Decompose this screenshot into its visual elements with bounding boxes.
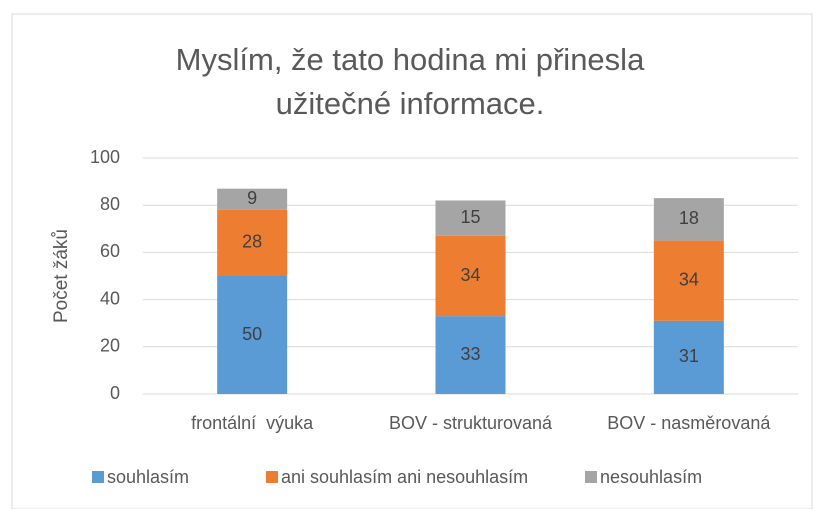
bar-segment: [653, 240, 724, 321]
y-tick-label: 40: [100, 288, 120, 308]
bar-segment: [435, 200, 506, 236]
y-tick-label: 60: [100, 241, 120, 261]
legend-label: nesouhlasím: [600, 467, 702, 487]
data-label: 31: [679, 346, 699, 366]
y-axis-label: Počet žáků: [51, 229, 72, 323]
data-label: 50: [242, 324, 262, 344]
data-label: 34: [679, 269, 699, 289]
legend-marker: [92, 471, 104, 483]
chart-title: Myslím, že tato hodina mi přinesla: [176, 42, 645, 77]
bar-segment: [217, 209, 288, 276]
x-tick-label: BOV - nasměrovaná: [607, 413, 771, 433]
y-tick-label: 80: [100, 194, 120, 214]
legend-marker: [266, 471, 278, 483]
data-label: 15: [460, 207, 480, 227]
data-label: 28: [242, 232, 262, 252]
legend-marker: [585, 471, 597, 483]
bar-segment: [435, 316, 506, 394]
data-label: 33: [460, 344, 480, 364]
y-tick-label: 0: [110, 383, 120, 403]
chart-title: užitečné informace.: [276, 86, 545, 121]
x-tick-label: BOV - strukturovaná: [389, 413, 553, 433]
legend-label: ani souhlasím ani nesouhlasím: [281, 467, 528, 487]
y-tick-label: 20: [100, 336, 120, 356]
data-label: 18: [679, 208, 699, 228]
x-tick-label: frontální výuka: [191, 413, 314, 433]
bar-segment: [653, 198, 724, 241]
bar-segment: [217, 188, 288, 210]
bar-segment: [435, 235, 506, 317]
y-tick-label: 100: [90, 147, 120, 167]
data-label: 34: [460, 265, 480, 285]
bar-segment: [217, 276, 288, 394]
legend-label: souhlasím: [107, 467, 189, 487]
data-label: 9: [247, 188, 257, 208]
bar-segment: [653, 320, 724, 394]
